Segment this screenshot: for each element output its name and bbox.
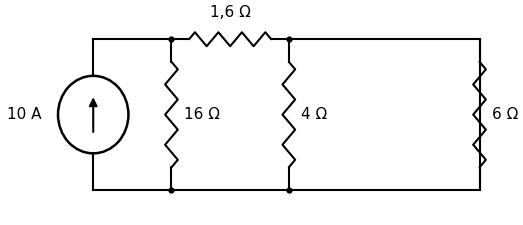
Text: 4 Ω: 4 Ω [301, 107, 327, 122]
Text: 16 Ω: 16 Ω [184, 107, 220, 122]
Text: 6 Ω: 6 Ω [492, 107, 518, 122]
Text: 1,6 Ω: 1,6 Ω [210, 5, 251, 20]
Text: 10 A: 10 A [7, 107, 42, 122]
